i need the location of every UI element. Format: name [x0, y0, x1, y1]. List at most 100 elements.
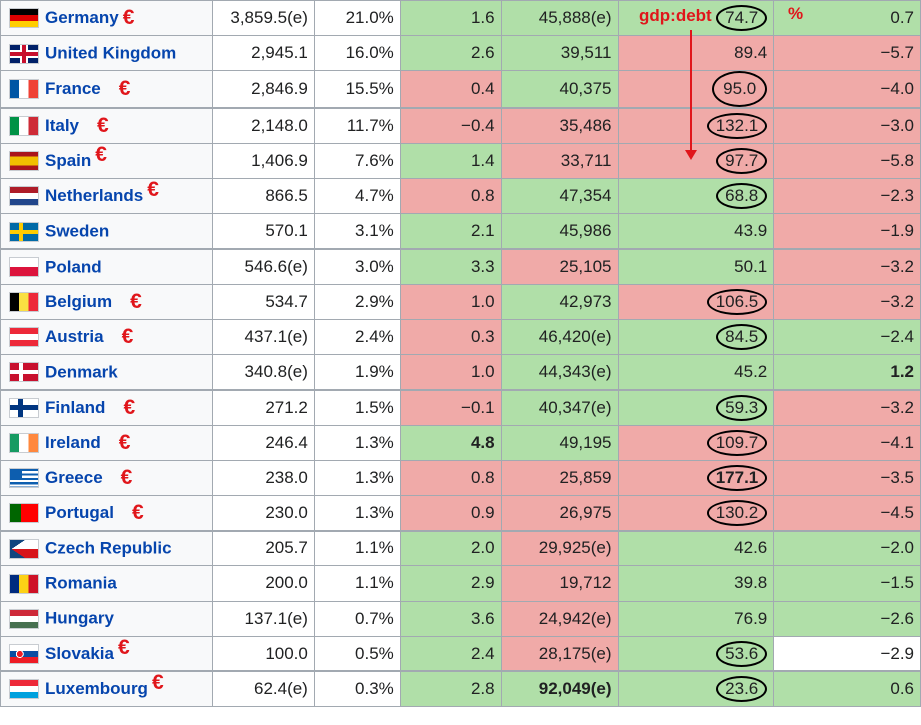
country-link[interactable]: Spain [45, 151, 92, 171]
per-capita-cell-value: 47,354 [559, 186, 612, 206]
flag-portugal-icon [9, 502, 39, 523]
country-link[interactable]: Austria [45, 327, 104, 347]
debt-cell: 106.5 [617, 283, 775, 321]
country-link[interactable]: United Kingdom [45, 43, 177, 63]
per-capita-cell-value: 35,486 [559, 116, 612, 136]
growth-cell-value: 1.0 [470, 291, 495, 311]
country-link[interactable]: Germany [45, 8, 119, 28]
country-cell: Netherlands € [0, 178, 213, 215]
debt-cell: 23.6 [617, 670, 775, 708]
table-row: France €2,846.9 15.5% 0.4 40,375 95.0 −4.0 [0, 70, 921, 109]
country-cell: Luxembourg € [0, 670, 213, 708]
growth-cell: 2.0 [399, 529, 502, 567]
debt-cell-value: 59.3 [716, 394, 768, 421]
flag-poland-icon [9, 257, 39, 278]
gdp-cell-value: 271.2 [265, 397, 308, 417]
gdp-cell: 546.6(e) [211, 248, 315, 285]
share-cell-value: 0.3% [355, 679, 394, 699]
per-capita-cell-value: 39,511 [560, 43, 612, 63]
share-cell-value: 0.5% [355, 643, 394, 663]
table-row: Sweden 570.1 3.1% 2.1 45,986 43.9 −1.9 [0, 213, 921, 250]
table-row: Finland €271.2 1.5% −0.1 40,347(e) 59.3 −3.2 [0, 388, 921, 426]
country-link[interactable]: Luxembourg [45, 679, 148, 699]
debt-cell-value: 39.8 [734, 573, 768, 593]
share-cell: 2.9% [313, 283, 401, 321]
debt-cell: 76.9 [617, 600, 775, 637]
share-cell: 15.5% [313, 70, 401, 109]
share-cell: 21.0% [313, 0, 401, 37]
balance-cell: −4.1 [773, 424, 921, 461]
per-capita-cell-value: 26,975 [559, 502, 612, 522]
growth-cell: 0.8 [399, 459, 502, 496]
country-link[interactable]: Sweden [45, 221, 110, 241]
euro-icon: € [97, 114, 109, 138]
growth-cell: 0.3 [399, 318, 502, 356]
balance-cell: −4.0 [773, 70, 921, 109]
euro-icon: € [130, 289, 142, 313]
table-row: Luxembourg €62.4(e) 0.3% 2.8 92,049(e) 23.6 0.… [0, 670, 921, 708]
red-arrow-head-icon [685, 150, 697, 160]
gdp-cell: 534.7 [211, 283, 315, 321]
flag-italy-icon [9, 116, 39, 137]
debt-cell-value: 42.6 [734, 538, 768, 558]
euro-icon: € [118, 635, 130, 659]
growth-cell-value: 2.6 [470, 43, 495, 63]
country-link[interactable]: France [45, 79, 101, 99]
balance-cell: −3.0 [773, 107, 921, 145]
country-link[interactable]: Ireland [45, 432, 101, 452]
per-capita-cell: 45,986 [500, 213, 619, 250]
share-cell: 2.4% [313, 318, 401, 356]
country-link[interactable]: Italy [45, 116, 80, 136]
per-capita-cell: 25,105 [500, 248, 619, 285]
debt-cell: 45.2 [617, 354, 775, 391]
share-cell-value: 3.1% [355, 221, 394, 241]
growth-cell-value: 0.3 [470, 327, 495, 347]
table-row: Austria €437.1(e) 2.4% 0.3 46,420(e) 84.5 −2.4 [0, 318, 921, 356]
debt-cell: 50.1 [617, 248, 775, 285]
country-link[interactable]: Netherlands [45, 186, 144, 206]
share-cell: 1.1% [313, 529, 401, 567]
growth-cell: 4.8 [399, 424, 502, 461]
debt-cell-value: 132.1 [706, 113, 768, 140]
growth-cell-value: 3.3 [470, 256, 495, 276]
balance-cell-value: −4.1 [880, 432, 914, 452]
country-link[interactable]: Finland [45, 397, 106, 417]
country-link[interactable]: Denmark [45, 362, 118, 382]
debt-cell: 130.2 [617, 494, 775, 532]
country-link[interactable]: Poland [45, 257, 102, 277]
share-cell: 1.3% [313, 459, 401, 496]
country-link[interactable]: Hungary [45, 608, 114, 628]
per-capita-cell: 33,711 [500, 143, 619, 180]
gdp-cell: 3,859.5(e) [211, 0, 315, 37]
per-capita-cell: 39,511 [500, 35, 619, 72]
balance-cell-value: −2.6 [880, 608, 914, 628]
debt-cell: 39.8 [617, 565, 775, 602]
debt-cell: 74.7 [617, 0, 775, 37]
euro-icon: € [147, 178, 159, 202]
share-cell-value: 1.3% [355, 467, 394, 487]
country-link[interactable]: Belgium [45, 291, 113, 311]
country-link[interactable]: Greece [45, 467, 103, 487]
share-cell: 0.5% [313, 635, 401, 672]
gdp-cell-value: 1,406.9 [251, 151, 308, 171]
growth-cell-value: 3.6 [470, 608, 495, 628]
growth-cell: 2.1 [399, 213, 502, 250]
share-cell-value: 1.3% [355, 502, 394, 522]
table-row: Romania 200.0 1.1% 2.9 19,712 39.8 −1.5 [0, 565, 921, 602]
balance-cell-value: −4.0 [880, 79, 914, 99]
growth-cell-value: 2.8 [470, 679, 495, 699]
growth-cell: −0.4 [399, 107, 502, 145]
table-row: Germany €3,859.5(e) 21.0% 1.6 45,888(e) 74.7 0… [0, 0, 921, 37]
gdp-cell: 62.4(e) [211, 670, 315, 708]
flag-luxembourg-icon [9, 679, 39, 700]
country-link[interactable]: Czech Republic [45, 538, 172, 558]
country-link[interactable]: Romania [45, 573, 117, 593]
share-cell-value: 15.5% [345, 79, 394, 99]
country-link[interactable]: Portugal [45, 502, 114, 522]
country-cell: Sweden [0, 213, 213, 250]
share-cell: 11.7% [313, 107, 401, 145]
balance-cell: −3.2 [773, 248, 921, 285]
debt-cell-value: 76.9 [734, 608, 768, 628]
country-link[interactable]: Slovakia [45, 643, 114, 663]
debt-cell-value: 89.4 [734, 43, 768, 63]
